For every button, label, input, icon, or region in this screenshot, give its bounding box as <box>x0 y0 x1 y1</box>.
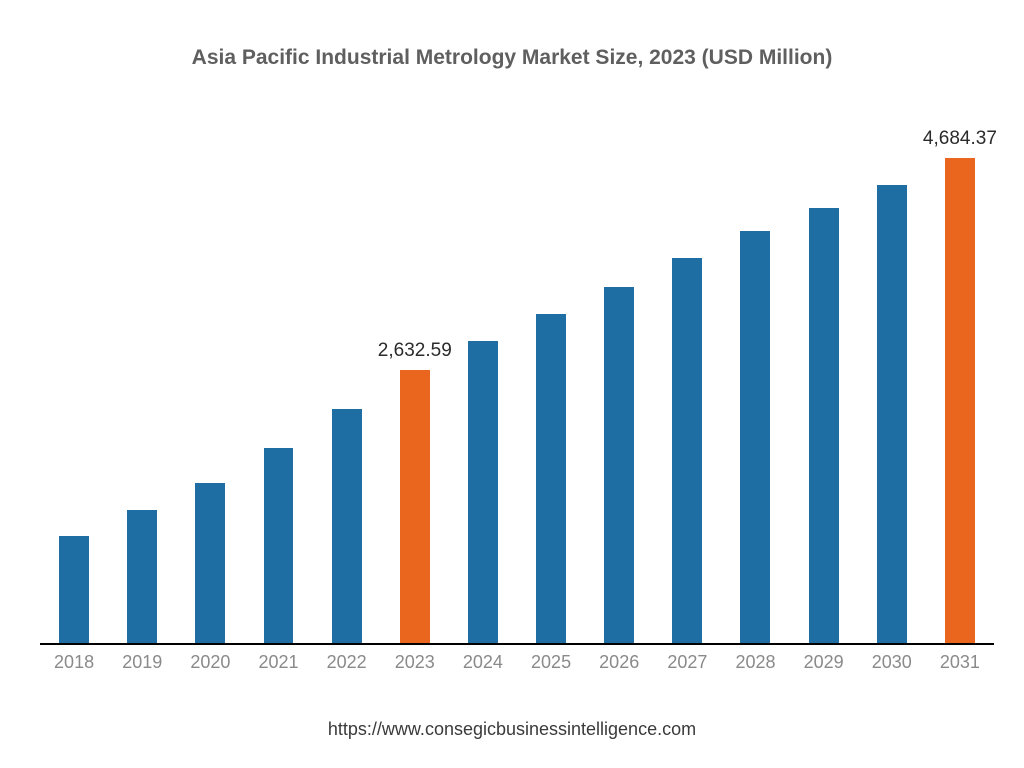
x-axis-line <box>40 643 994 645</box>
bar-slot: 2,632.59 <box>381 125 449 643</box>
bar <box>672 258 702 643</box>
bar-slot <box>40 125 108 643</box>
x-axis-label: 2018 <box>40 652 108 673</box>
x-axis-label: 2025 <box>517 652 585 673</box>
bar-value-label: 4,684.37 <box>892 128 1024 150</box>
x-axis-label: 2020 <box>176 652 244 673</box>
bar <box>945 158 975 643</box>
bar <box>332 409 362 643</box>
bar <box>809 208 839 643</box>
bar-slot <box>108 125 176 643</box>
bar <box>536 314 566 643</box>
x-axis-labels: 2018201920202021202220232024202520262027… <box>40 652 994 673</box>
bar <box>195 483 225 643</box>
x-axis-label: 2019 <box>108 652 176 673</box>
x-axis-label: 2030 <box>858 652 926 673</box>
bar-slot <box>653 125 721 643</box>
bar <box>127 510 157 643</box>
bar-slot <box>790 125 858 643</box>
bar <box>877 185 907 643</box>
bar-slot <box>176 125 244 643</box>
footer-text: https://www.consegicbusinessintelligence… <box>0 719 1024 740</box>
x-axis-label: 2026 <box>585 652 653 673</box>
bar-slot <box>313 125 381 643</box>
x-axis-label: 2028 <box>721 652 789 673</box>
bar <box>468 341 498 644</box>
bar <box>400 370 430 643</box>
x-axis-label: 2022 <box>313 652 381 673</box>
x-axis-label: 2023 <box>381 652 449 673</box>
x-axis-label: 2021 <box>244 652 312 673</box>
bar <box>59 536 89 643</box>
bar <box>264 448 294 643</box>
bar <box>604 287 634 643</box>
bar-slot <box>449 125 517 643</box>
x-axis-label: 2029 <box>790 652 858 673</box>
x-axis-label: 2027 <box>653 652 721 673</box>
bar-slot <box>721 125 789 643</box>
chart-title: Asia Pacific Industrial Metrology Market… <box>0 46 1024 70</box>
bar-slot <box>244 125 312 643</box>
bar-slot <box>517 125 585 643</box>
x-axis-label: 2031 <box>926 652 994 673</box>
bar-slot <box>858 125 926 643</box>
bar <box>740 231 770 643</box>
bars-group: 2,632.59 4,684.37 <box>40 125 994 643</box>
bar-slot <box>585 125 653 643</box>
bar-slot: 4,684.37 <box>926 125 994 643</box>
plot-area: 2,632.59 4,684.37 <box>40 125 994 645</box>
x-axis-label: 2024 <box>449 652 517 673</box>
chart-container: Asia Pacific Industrial Metrology Market… <box>0 0 1024 768</box>
